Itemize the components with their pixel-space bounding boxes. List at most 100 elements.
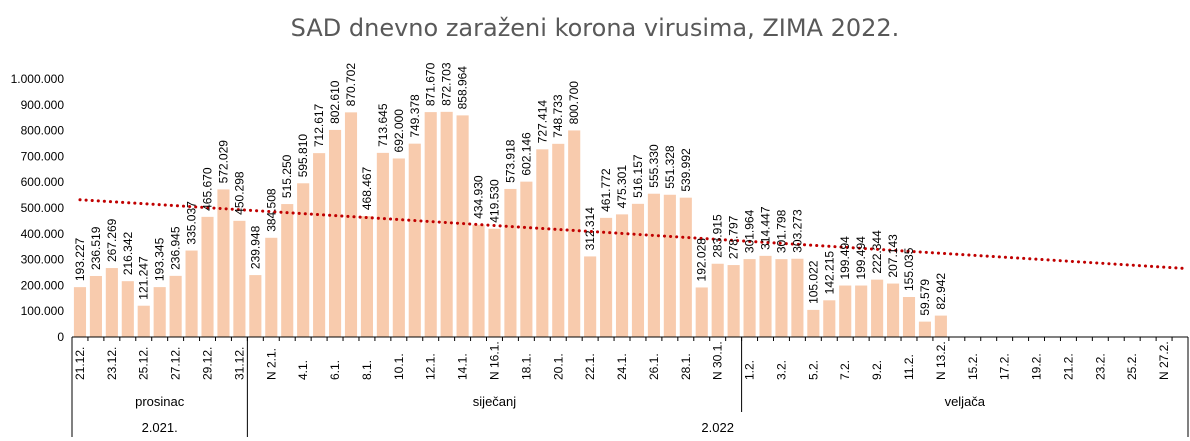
bar (328, 129, 342, 337)
x-tick-label: 17.2. (998, 353, 1012, 380)
y-tick-label: 400.000 (21, 227, 65, 241)
x-tick-label: 12.1. (424, 353, 438, 380)
bar (217, 189, 230, 337)
data-label: 301.798 (774, 209, 788, 253)
bar (631, 203, 645, 337)
x-tick-label: 14.1. (456, 353, 470, 380)
x-tick-label: 22.1. (583, 353, 597, 380)
data-label: 450.298 (232, 171, 246, 215)
data-label: 216.342 (121, 231, 135, 275)
data-label: 335.037 (185, 201, 199, 245)
data-label: 193.227 (73, 237, 87, 281)
bar (695, 287, 708, 337)
x-tick-label: 23.2. (1093, 353, 1107, 380)
bar (488, 228, 501, 337)
bar (823, 300, 836, 337)
data-label: 419.530 (487, 179, 501, 223)
year-label: 2.021. (142, 420, 178, 435)
bar (344, 112, 358, 337)
bar (408, 143, 421, 337)
data-label: 555.330 (647, 144, 661, 188)
bar (520, 181, 533, 337)
data-label: 434.930 (472, 175, 486, 219)
bar (855, 285, 868, 337)
data-label: 267.269 (105, 218, 119, 262)
data-label: 749.378 (408, 94, 422, 138)
data-label: 516.157 (631, 154, 645, 198)
data-label: 727.414 (535, 100, 549, 144)
data-label: 573.918 (503, 139, 517, 183)
data-label: 475.301 (615, 165, 629, 209)
data-label: 199.494 (838, 236, 852, 280)
bar (902, 297, 916, 337)
trendline (78, 198, 1190, 271)
data-label: 539.992 (679, 148, 693, 192)
bar (73, 287, 87, 337)
x-tick-label: 21.2. (1061, 353, 1075, 380)
y-tick-label: 900.000 (21, 98, 65, 112)
bar (775, 259, 788, 337)
x-tick-label: 5.2. (806, 360, 820, 380)
data-label: 802.610 (328, 80, 342, 124)
x-tick-label: 9.2. (870, 360, 884, 380)
data-label: 872.703 (440, 62, 454, 106)
bar (600, 217, 613, 337)
x-tick-label: 26.1. (647, 353, 661, 380)
month-label: siječanj (473, 394, 516, 409)
x-tick-label: 20.1. (551, 353, 565, 380)
x-tick-label: 25.12. (137, 347, 151, 380)
data-label: 712.617 (312, 103, 326, 147)
bar (615, 214, 629, 337)
bar (886, 283, 900, 337)
data-label: 222.344 (870, 230, 884, 274)
data-label: 301.964 (743, 209, 757, 253)
chart-title: SAD dnevno zaraženi korona virusima, ZIM… (290, 14, 900, 42)
data-label: 142.215 (822, 251, 836, 295)
data-label: 312.314 (583, 207, 597, 251)
trendline-line (78, 198, 1190, 271)
x-tick-label: 18.1. (519, 353, 533, 380)
bar (871, 279, 884, 337)
data-label: 283.915 (711, 214, 725, 258)
bar (918, 321, 932, 337)
y-axis: 0 100.000 200.000 300.000 400.000 500.000 600.… (11, 72, 65, 344)
bar (313, 153, 326, 337)
bar (424, 112, 437, 338)
data-label: 59.579 (918, 279, 932, 316)
data-label: 515.250 (280, 154, 294, 198)
data-label: 551.328 (663, 145, 677, 189)
bar (185, 250, 198, 337)
x-tick-label: 24.1. (615, 353, 629, 380)
data-label: 870.702 (344, 63, 358, 107)
bar (711, 263, 724, 337)
bar (281, 204, 294, 337)
bar (440, 111, 453, 338)
bar (791, 258, 804, 337)
bar (121, 281, 134, 337)
x-tick-label: 3.2. (774, 360, 788, 380)
data-label: 468.467 (360, 166, 374, 210)
bar (472, 224, 485, 337)
x-tick-label: 21.12. (73, 347, 87, 380)
bar (233, 220, 246, 337)
bar (647, 193, 660, 337)
x-tick-label: 27.12. (169, 347, 183, 380)
data-label: 602.146 (519, 132, 533, 176)
bar (137, 305, 150, 337)
x-tick-label: 29.12. (201, 347, 215, 380)
x-tick-label: N 13.2. (934, 341, 948, 380)
data-label: 572.029 (216, 140, 230, 184)
data-label: 314.447 (759, 206, 773, 250)
y-tick-label: 700.000 (21, 149, 65, 163)
y-tick-label: 600.000 (21, 175, 65, 189)
data-label: 595.810 (296, 134, 310, 178)
x-tick-label: N 30.1. (711, 341, 725, 380)
bar (759, 255, 772, 337)
x-tick-label: N 16.1. (487, 341, 501, 380)
bar (153, 287, 166, 337)
y-tick-label: 1.000.000 (11, 72, 65, 86)
x-tick-label: 25.2. (1125, 353, 1139, 380)
bar (392, 158, 405, 337)
bar (201, 216, 214, 337)
